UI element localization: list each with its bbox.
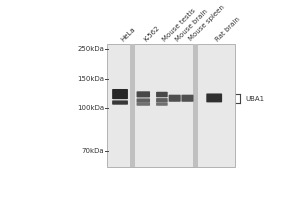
Bar	[107, 44, 235, 167]
Text: Mouse spleen: Mouse spleen	[188, 4, 226, 42]
Text: 70kDa: 70kDa	[82, 148, 104, 154]
FancyBboxPatch shape	[206, 93, 222, 102]
FancyBboxPatch shape	[156, 98, 168, 102]
Text: Mouse testis: Mouse testis	[162, 7, 197, 42]
FancyBboxPatch shape	[112, 100, 128, 105]
Text: HeLa: HeLa	[120, 26, 137, 42]
Text: Rat brain: Rat brain	[214, 16, 241, 42]
Text: 250kDa: 250kDa	[78, 46, 104, 52]
FancyBboxPatch shape	[156, 92, 168, 97]
Bar	[193, 44, 198, 167]
FancyBboxPatch shape	[136, 91, 150, 97]
Text: UBA1: UBA1	[246, 96, 265, 102]
FancyBboxPatch shape	[112, 89, 128, 99]
Bar	[130, 44, 135, 167]
FancyBboxPatch shape	[136, 98, 150, 103]
FancyBboxPatch shape	[136, 102, 150, 106]
Text: Mouse brain: Mouse brain	[175, 8, 209, 42]
Text: 100kDa: 100kDa	[77, 105, 104, 111]
FancyBboxPatch shape	[156, 102, 168, 106]
FancyBboxPatch shape	[182, 95, 194, 102]
Text: 150kDa: 150kDa	[77, 76, 104, 82]
Text: K-562: K-562	[143, 24, 161, 42]
FancyBboxPatch shape	[169, 95, 181, 102]
